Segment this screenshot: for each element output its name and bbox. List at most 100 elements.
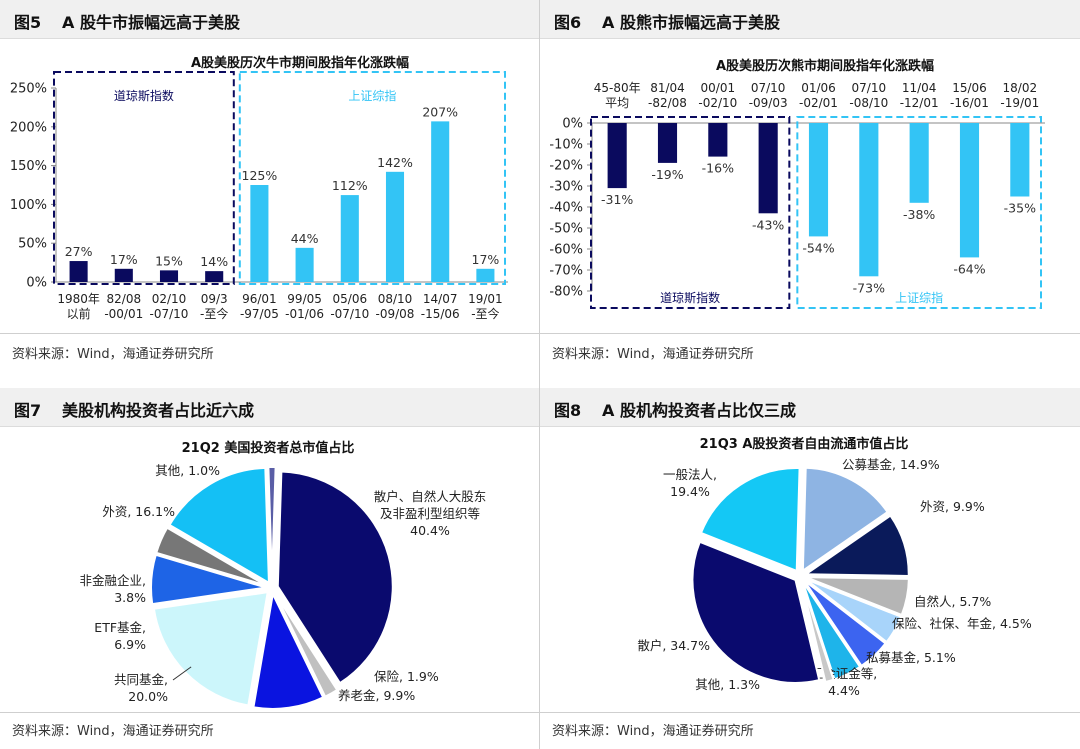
pie-slice (699, 467, 801, 573)
figure-8-panel: 图8 A 股机构投资者占比仅三成 21Q3 A股投资者自由流通市值占比 公募基金,… (540, 388, 1080, 749)
slice-label: 及非盈利型组织等 (380, 506, 480, 521)
bar (340, 195, 359, 282)
data-label: 27% (65, 244, 93, 259)
x-tick-label: 平均 (605, 96, 629, 110)
figure-7-panel: 图7 美股机构投资者占比近六成 21Q2 美国投资者总市值占比 散户、自然人大股东… (0, 388, 539, 749)
group-label: 道琼斯指数 (114, 88, 174, 103)
pie-slice (274, 592, 339, 698)
figure-title: 美股机构投资者占比近六成 (62, 401, 255, 420)
pie-slice (252, 590, 325, 710)
x-tick-label: 14/07 (423, 292, 458, 306)
chart-title: A股美股历次牛市期间股指年化涨跌幅 (191, 55, 409, 71)
x-tick-label: 07/10 (751, 81, 786, 95)
data-label: -35% (1004, 201, 1036, 216)
y-tick-label: 50% (18, 237, 47, 252)
data-label: 125% (242, 168, 278, 183)
figure-number: 图6 (554, 13, 582, 32)
y-tick-label: 150% (10, 159, 47, 174)
bull-market-bar-chart: A股美股历次牛市期间股指年化涨跌幅 250% 200% 150% 100% 50% 0% 道琼… (10, 55, 508, 321)
x-tick-label: 09/3 (201, 292, 228, 306)
group-box (590, 116, 791, 309)
bar (114, 268, 133, 282)
chart-title: A股美股历次熊市期间股指年化涨跌幅 (716, 58, 934, 74)
bar (295, 247, 314, 282)
figure-5-header: 图5 A 股牛市振幅远高于美股 (0, 0, 539, 39)
figure-8-header: 图8 A 股机构投资者占比仅三成 (540, 388, 1080, 427)
x-tick-label: 02/10 (152, 292, 187, 306)
slice-label: 散户, 34.7% (637, 638, 710, 653)
x-tick-label: 01/06 (801, 81, 836, 95)
pie-slice (152, 591, 269, 707)
x-tick-label: -02/10 (698, 96, 737, 110)
x-tick-label: -12/01 (900, 96, 939, 110)
x-tick-label: -至今 (471, 306, 499, 321)
x-tick-label: 05/06 (333, 292, 368, 306)
slice-label: 养老金, 9.9% (338, 688, 415, 703)
slice-label: 其他, 1.3% (695, 677, 760, 692)
group-label: 上证综指 (348, 88, 396, 103)
x-tick-label: -15/06 (421, 307, 460, 321)
x-tick-label: -19/01 (1000, 96, 1039, 110)
x-tick-label: 15/06 (952, 81, 987, 95)
group-box (238, 71, 507, 285)
data-label: 44% (291, 231, 319, 246)
data-label: -64% (953, 261, 985, 276)
data-label: 14% (200, 254, 228, 269)
pie-slice (803, 579, 887, 668)
x-tick-label: -07/10 (150, 307, 189, 321)
x-tick-label: 11/04 (902, 81, 937, 95)
source-note: 资料来源：Wind，海通证券研究所 (552, 347, 754, 362)
data-label: -73% (853, 280, 885, 295)
bar (476, 268, 495, 282)
y-tick-label: -60% (549, 243, 583, 258)
vertical-divider (539, 0, 540, 749)
bar (607, 123, 627, 189)
x-tick-label: -08/10 (849, 96, 888, 110)
slice-label: 散户、自然人大股东 (374, 489, 487, 504)
slice-label: 其他, 1.0% (155, 463, 220, 478)
figure-title: A 股牛市振幅远高于美股 (62, 13, 240, 32)
data-label: 15% (155, 253, 183, 268)
data-label: 207% (422, 104, 458, 119)
pie-slice (267, 465, 277, 583)
figure-6-header: 图6 A 股熊市振幅远高于美股 (540, 0, 1080, 39)
pie-slice (276, 470, 394, 685)
y-tick-label: -30% (549, 180, 583, 195)
bar (758, 123, 778, 214)
y-tick-label: -80% (549, 285, 583, 300)
bar (205, 271, 224, 282)
slice-label: 3.8% (114, 590, 146, 605)
slice-label: 20.0% (128, 689, 168, 704)
slice-label: 共同基金, (114, 672, 168, 687)
slice-label: 私募基金, 5.1% (866, 650, 956, 665)
y-tick-label: -70% (549, 264, 583, 279)
source-note: 资料来源：Wind，海通证券研究所 (552, 724, 754, 739)
data-label: 17% (110, 252, 138, 267)
leader-line (172, 666, 192, 681)
bar (250, 185, 269, 282)
source-divider (0, 712, 539, 713)
x-tick-label: 81/04 (650, 81, 685, 95)
source-divider (540, 712, 1080, 713)
data-label: -16% (702, 161, 734, 176)
figure-7-header: 图7 美股机构投资者占比近六成 (0, 388, 539, 427)
slice-label: 40.4% (410, 523, 450, 538)
x-tick-label: 00/01 (701, 81, 736, 95)
slice-label: 自然人, 5.7% (914, 594, 991, 609)
bar (959, 123, 980, 258)
group-label: 道琼斯指数 (660, 290, 720, 305)
slice-label: 外资, 16.1% (102, 504, 175, 519)
slice-label: 19.4% (670, 484, 710, 499)
x-tick-label: -09/08 (376, 307, 415, 321)
pie-slice (691, 540, 821, 684)
figure-title: A 股机构投资者占比仅三成 (602, 401, 796, 420)
figure-number: 图7 (14, 401, 42, 420)
slice-label: 一般法人, (663, 467, 717, 482)
pie-slice (155, 526, 267, 587)
bar (859, 123, 879, 277)
x-tick-label: 07/10 (852, 81, 887, 95)
slice-label: 非金融企业, (80, 573, 146, 588)
x-tick-label: 96/01 (242, 292, 277, 306)
